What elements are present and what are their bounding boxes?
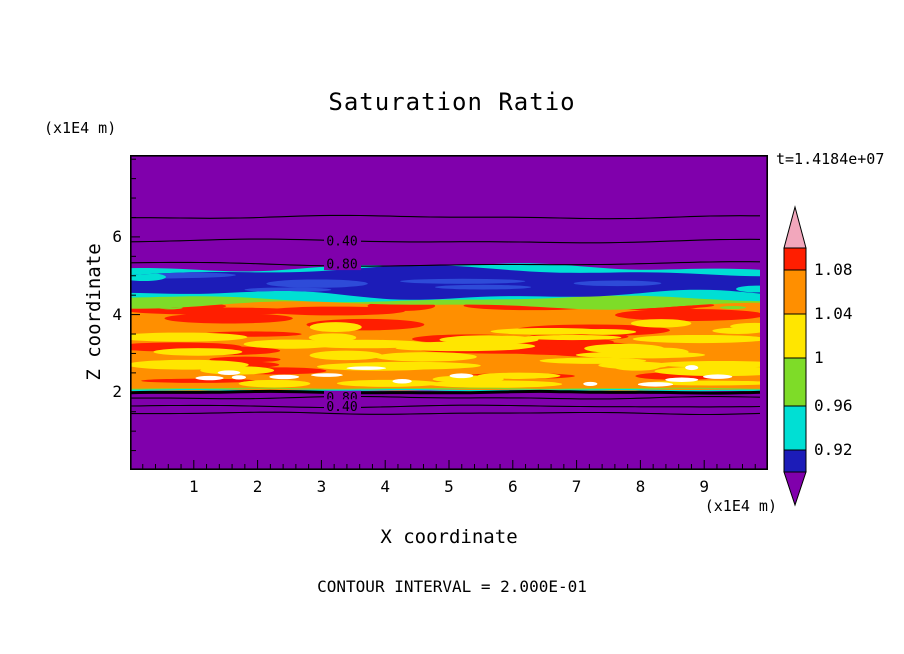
contour-label: 0.40: [326, 400, 357, 415]
time-label: t=1.4184e+07: [776, 150, 885, 168]
colorbar-segment-yellow: [783, 313, 807, 359]
colorbar-segment-red: [783, 247, 807, 271]
colorbar-tick-label: 0.92: [814, 440, 853, 459]
colorbar-segment-orange: [783, 269, 807, 315]
colorbar-tick-label: 0.96: [814, 396, 853, 415]
y-tick-label: 2: [112, 382, 122, 402]
y-axis-unit: (x1E4 m): [44, 119, 117, 137]
axis-ticks: [131, 158, 756, 469]
colorbar-bottom-arrow: [783, 471, 807, 507]
page-title: Saturation Ratio: [328, 88, 576, 116]
x-tick-label: 3: [316, 477, 327, 496]
colorbar-tick-label: 1.04: [814, 304, 853, 323]
x-tick-label: 7: [571, 477, 582, 496]
contour-line: [130, 214, 760, 220]
colorbar-segment-cyan: [783, 405, 807, 451]
colorbar-top-arrow: [783, 205, 807, 249]
contour-label: 0.40: [326, 235, 357, 250]
colorbar-tick-label: 1.08: [814, 260, 853, 279]
colorbar-segment-green: [783, 357, 807, 407]
x-tick-label: 6: [507, 477, 518, 496]
contour-line: [130, 404, 761, 409]
x-tick-label: 1: [188, 477, 199, 496]
contour-interval-note: CONTOUR INTERVAL = 2.000E-01: [317, 577, 587, 596]
plot-frame: [130, 155, 768, 470]
x-tick-label: 2: [252, 477, 263, 496]
x-tick-label: 8: [635, 477, 646, 496]
contour-label: 0.80: [326, 258, 357, 273]
contour-line: [130, 261, 761, 267]
x-tick-label: 5: [444, 477, 454, 496]
contour-line: [130, 238, 761, 244]
colorbar-segment-navy: [783, 449, 807, 473]
x-tick-label: 4: [380, 477, 390, 496]
navy-band-texture: [130, 271, 760, 293]
interface-line: [130, 389, 761, 395]
contour-line: [130, 411, 761, 416]
colorbar: [783, 205, 807, 507]
x-axis-unit: (x1E4 m): [704, 497, 777, 515]
colorbar-tick-label: 1: [814, 348, 824, 367]
orange-band-texture: [130, 301, 760, 388]
y-tick-label: 6: [112, 226, 122, 246]
contour-line: [130, 395, 761, 400]
contour-plot: 0.400.800.800.40: [130, 155, 768, 470]
x-axis-label: X coordinate: [380, 526, 518, 548]
x-tick-label: 9: [699, 477, 709, 496]
y-tick-label: 4: [112, 304, 122, 324]
